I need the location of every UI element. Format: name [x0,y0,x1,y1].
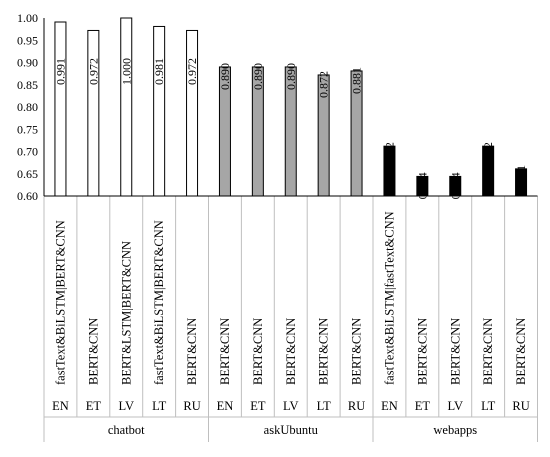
data-label: 0.981 [152,58,166,85]
model-label: fastText&BiLSTM|BERT&CNN [53,220,67,385]
language-label: EN [217,399,234,413]
y-tick-label: 0.95 [17,33,38,47]
language-label: LV [118,399,134,413]
language-label: LT [152,399,166,413]
model-label: fastText&BiLSTM|fastText&CNN [382,211,396,385]
language-label: EN [381,399,398,413]
language-label: ET [415,399,431,413]
model-label: BERT&CNN [284,318,298,385]
data-label: 0.991 [53,58,67,85]
bar [153,25,166,197]
data-label: 1.000 [119,58,133,85]
data-label: 0.712 [481,142,495,169]
group-label: askUbuntu [264,423,319,437]
model-label: BERT&CNN [350,318,364,385]
model-label: BERT&CNN [218,318,232,385]
language-label: LT [317,399,331,413]
model-label: BERT&CNN [448,318,462,385]
data-label: 0.890 [284,63,298,90]
data-label: 0.644 [415,172,429,199]
data-label: 0.644 [448,172,462,199]
data-label: 0.972 [86,58,100,85]
data-label: 0.890 [218,63,232,90]
data-label: 0.712 [382,142,396,169]
model-label: BERT&CNN [251,318,265,385]
y-tick-label: 0.75 [17,122,38,136]
language-label: RU [183,399,200,413]
data-label: 0.890 [251,63,265,90]
bar [87,29,100,197]
model-label: BERT&CNN [415,318,429,385]
language-label: LT [481,399,495,413]
y-tick-label: 0.90 [17,56,38,70]
model-label: BERT&CNN [514,318,528,385]
language-label: EN [52,399,69,413]
model-label: BERT&CNN [317,318,331,385]
language-label: RU [512,399,529,413]
data-label: 0.872 [317,71,331,98]
y-tick-label: 0.80 [17,100,38,114]
language-label: LV [447,399,463,413]
bar [186,29,199,197]
group-label: chatbot [108,423,145,437]
y-tick-label: 0.60 [17,189,38,203]
data-label: 0.881 [350,67,364,94]
language-label: RU [348,399,365,413]
y-tick-label: 0.65 [17,167,38,181]
data-label: 0.661 [514,165,528,192]
data-label: 0.972 [185,58,199,85]
model-label: BERT&CNN [481,318,495,385]
y-tick-label: 0.85 [17,78,38,92]
model-label: fastText&BiLSTM|BERT&CNN [152,220,166,385]
bar [54,21,67,197]
y-tick-label: 1.00 [17,11,38,25]
language-label: ET [86,399,102,413]
language-label: LV [283,399,299,413]
language-label: ET [250,399,266,413]
y-tick-label: 0.70 [17,145,38,159]
model-label: BERT&CNN [185,318,199,385]
group-label: webapps [433,423,477,437]
model-label: BERT&LSTM|BERT&CNN [119,241,133,385]
model-label: BERT&CNN [86,318,100,385]
bar [120,17,133,197]
